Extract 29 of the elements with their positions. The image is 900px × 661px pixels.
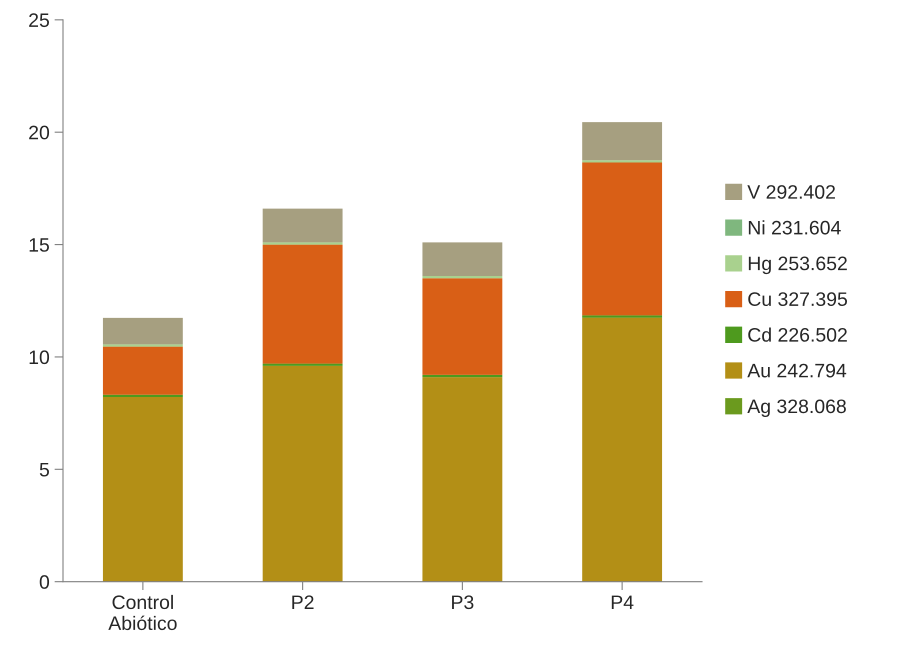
legend-label: Ag 328.068	[747, 399, 846, 418]
bar	[422, 242, 502, 276]
bar	[102, 318, 183, 344]
legend-label: Ni 231.604	[748, 220, 841, 235]
x-tick-label: P3	[452, 595, 474, 610]
x-tick-label: P4	[612, 596, 634, 609]
bar	[582, 162, 662, 316]
bar	[582, 318, 662, 582]
x-tick-label: P2	[292, 595, 314, 609]
y-tick-label: 10	[30, 350, 50, 364]
legend-label: Cd 226.502	[748, 327, 847, 342]
bar	[262, 366, 343, 582]
y-tick-label: 15	[30, 238, 49, 252]
legend-label: Au 242.794	[747, 364, 846, 378]
y-tick-label: 20	[29, 126, 50, 140]
y-tick-label: 0	[40, 575, 50, 589]
bar	[102, 346, 183, 395]
legend-label: Cu 327.395	[748, 292, 848, 306]
bar	[582, 122, 662, 160]
x-tick-label: Control Abiótico	[108, 594, 177, 630]
bar	[262, 244, 343, 364]
y-tick-label: 5	[40, 462, 49, 477]
bar	[422, 278, 502, 375]
bar	[102, 396, 183, 582]
bar	[422, 377, 502, 582]
legend-label: Hg 253.652	[748, 256, 847, 274]
bar	[262, 208, 343, 242]
legend-label: V 292.402	[747, 185, 835, 199]
y-tick-label: 25	[29, 13, 49, 28]
